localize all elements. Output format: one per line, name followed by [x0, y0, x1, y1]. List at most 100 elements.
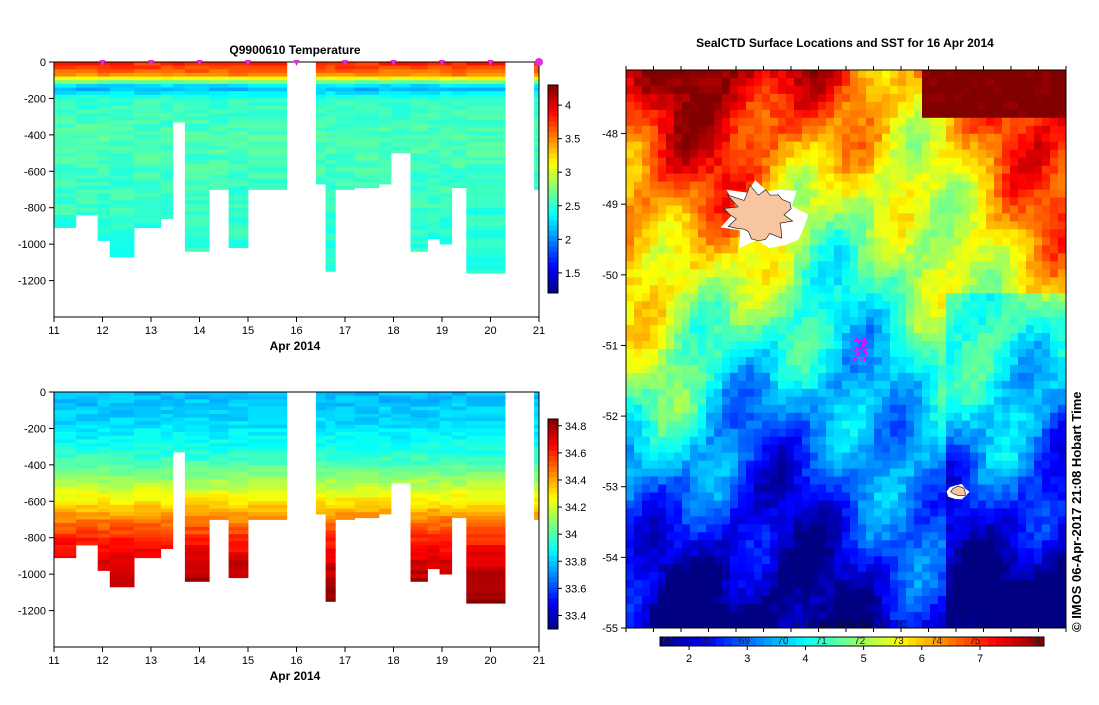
profile-cell — [98, 439, 111, 443]
sst-cell — [842, 150, 850, 158]
profile-cell — [440, 407, 453, 411]
sst-cell — [658, 126, 666, 134]
profile-cell — [98, 392, 111, 396]
profile-cell — [110, 465, 135, 469]
profile-cell — [534, 465, 542, 469]
sst-cell — [666, 469, 674, 477]
x-tick-label: 13 — [145, 325, 157, 337]
sst-cell — [730, 357, 738, 365]
sst-cell — [690, 309, 698, 317]
profile-cell — [98, 418, 111, 422]
sst-cell — [714, 293, 722, 301]
sst-cell — [706, 206, 714, 214]
profile-cell — [391, 139, 411, 143]
sst-cell — [802, 309, 810, 317]
sst-cell — [930, 349, 938, 357]
sst-cell — [994, 94, 1002, 102]
sst-cell — [1018, 365, 1026, 373]
x-tick-label: 18 — [387, 325, 399, 337]
profile-cell — [534, 487, 542, 491]
sst-cell — [1002, 373, 1010, 381]
profile-cell — [54, 490, 76, 494]
profile-cell — [534, 84, 542, 88]
sst-cell — [730, 229, 738, 237]
sst-cell — [914, 285, 922, 293]
sst-cell — [1034, 237, 1042, 245]
profile-cell — [98, 509, 111, 513]
colorbar-tick-label: 2.5 — [565, 201, 580, 213]
sst-cell — [826, 269, 834, 277]
profile-cell — [466, 179, 505, 183]
profile-cell — [466, 262, 505, 266]
profile-cell — [335, 483, 355, 487]
profile-cell — [173, 77, 186, 81]
sst-cell — [914, 453, 922, 461]
profile-cell — [335, 128, 355, 132]
sst-cell — [658, 190, 666, 198]
profile-cell — [534, 109, 542, 113]
profile-cell — [248, 512, 287, 516]
profile-cell — [355, 436, 380, 440]
profile-cell — [98, 204, 111, 208]
sst-cell — [946, 222, 954, 230]
sst-cell — [922, 421, 930, 429]
sst-cell — [634, 166, 642, 174]
sst-cell — [706, 325, 714, 333]
profile-cell — [229, 193, 249, 197]
sst-cell — [1010, 381, 1018, 389]
profile-cell — [335, 469, 355, 473]
sst-cell — [978, 190, 986, 198]
colorbar-cell — [548, 132, 558, 138]
profile-cell — [427, 193, 440, 197]
profile-cell — [534, 476, 542, 480]
profile-cell — [355, 80, 380, 84]
profile-cell — [185, 407, 210, 411]
profile-cell — [185, 498, 210, 502]
profile-cell — [440, 208, 453, 212]
profile-cell — [326, 421, 336, 425]
sst-cell — [746, 110, 754, 118]
sst-cell — [962, 381, 970, 389]
profile-cell — [379, 153, 392, 157]
profile-cell — [54, 396, 76, 400]
sst-cell — [922, 94, 930, 102]
profile-cell — [440, 454, 453, 458]
sst-cell — [762, 94, 770, 102]
sst-cell — [978, 397, 986, 405]
sst-cell — [1026, 301, 1034, 309]
sst-cell — [698, 301, 706, 309]
sst-cell — [922, 182, 930, 190]
sst-cell — [850, 214, 858, 222]
sst-cell — [890, 229, 898, 237]
profile-cell — [209, 432, 229, 436]
profile-cell — [466, 469, 505, 473]
sst-cell — [842, 261, 850, 269]
sst-cell — [626, 70, 634, 78]
sst-cell — [714, 445, 722, 453]
sst-cell — [650, 365, 658, 373]
profile-cell — [326, 251, 336, 255]
sst-cell — [1026, 126, 1034, 134]
profile-cell — [110, 541, 135, 545]
profile-cell — [427, 80, 440, 84]
sst-cell — [970, 421, 978, 429]
profile-cell — [466, 552, 505, 556]
sst-cell — [666, 253, 674, 261]
sst-cell — [850, 421, 858, 429]
sst-cell — [754, 309, 762, 317]
sst-cell — [818, 285, 826, 293]
sst-cell — [658, 445, 666, 453]
sst-cell — [994, 261, 1002, 269]
profile-cell — [440, 182, 453, 186]
sst-cell — [650, 453, 658, 461]
sst-cell — [754, 341, 762, 349]
profile-cell — [411, 215, 428, 219]
profile-cell — [316, 164, 326, 168]
sst-cell — [1026, 190, 1034, 198]
sst-cell — [850, 269, 858, 277]
sst-cell — [1034, 429, 1042, 437]
sst-cell — [1042, 245, 1050, 253]
profile-cell — [440, 109, 453, 113]
sst-cell — [1002, 325, 1010, 333]
sst-cell — [898, 309, 906, 317]
